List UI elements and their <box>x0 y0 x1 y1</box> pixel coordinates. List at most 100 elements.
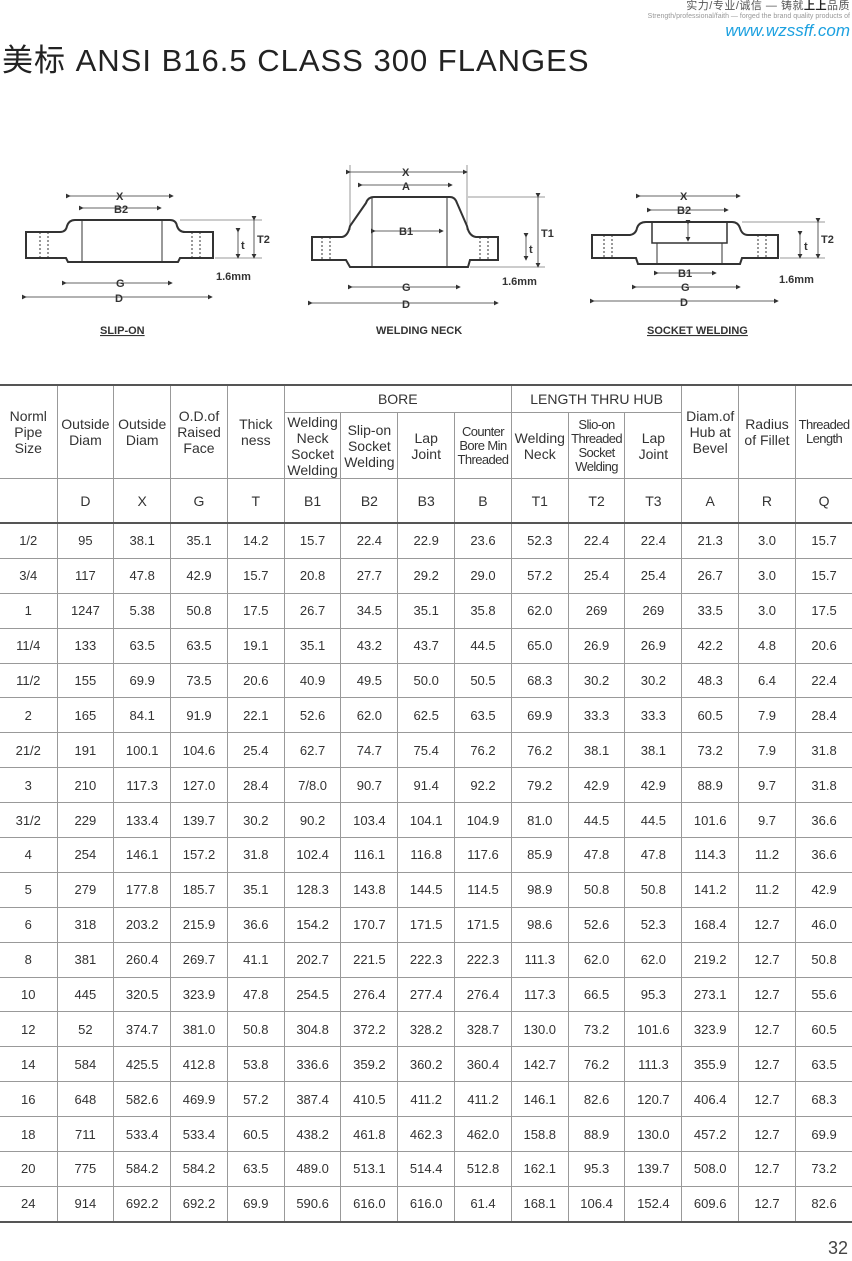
table-cell: 461.8 <box>340 1116 399 1153</box>
table-cell: 30.2 <box>624 662 683 699</box>
table-cell: 584.2 <box>113 1151 172 1187</box>
table-cell: 31.8 <box>794 767 852 804</box>
table-cell: 411.2 <box>397 1081 456 1118</box>
table-cell: 17.5 <box>794 592 852 629</box>
table-cell: 102.4 <box>283 837 342 873</box>
table-cell: 42.9 <box>794 871 852 908</box>
table-cell: 438.2 <box>283 1116 342 1153</box>
table-cell: 144.5 <box>397 871 456 908</box>
table-cell: 374.7 <box>113 1011 172 1048</box>
table-cell: 104.6 <box>170 732 228 769</box>
table-cell: 139.7 <box>624 1151 683 1187</box>
welding-neck-g-label: G <box>402 282 411 294</box>
table-cell: 411.2 <box>454 1081 512 1118</box>
header-raised-face: O.D.of Raised Face <box>170 384 228 479</box>
table-cell: 30.2 <box>226 802 285 839</box>
table-cell: 101.6 <box>681 802 740 839</box>
socket-welding-caption: SOCKET WELDING <box>647 325 748 337</box>
table-cell: 42.9 <box>567 767 626 804</box>
header-group-length: LENGTH THRU HUB <box>510 384 683 413</box>
table-cell: 616.0 <box>397 1185 456 1223</box>
slogan-chinese: 实力/专业/诚信 — 铸就上上品质 <box>686 0 850 12</box>
table-cell: 20.8 <box>283 557 342 594</box>
table-cell: 14.2 <box>226 522 285 559</box>
table-cell: 69.9 <box>113 662 172 699</box>
table-cell: 582.6 <box>113 1081 172 1118</box>
table-cell: 55.6 <box>794 976 852 1013</box>
table-cell: 43.7 <box>397 627 456 664</box>
welding-neck-t-label: t <box>529 244 533 256</box>
table-cell: 130.0 <box>624 1116 683 1153</box>
table-cell: 12.7 <box>738 976 796 1013</box>
table-cell: 21.3 <box>681 522 740 559</box>
table-cell: 42.9 <box>624 767 683 804</box>
table-cell: 25.4 <box>226 732 285 769</box>
table-cell: 35.8 <box>454 592 512 629</box>
table-cell: 95.3 <box>567 1151 626 1187</box>
table-cell: 12.7 <box>738 906 796 943</box>
table-cell: 69.9 <box>226 1185 285 1223</box>
cell-pipe-size: 2 <box>0 697 58 734</box>
table-cell: 133 <box>56 627 115 664</box>
website-link[interactable]: www.wzssff.com <box>725 21 850 40</box>
table-cell: 222.3 <box>454 941 512 978</box>
table-cell: 22.4 <box>340 522 399 559</box>
welding-neck-d-label: D <box>402 299 410 311</box>
cell-pipe-size: 31/2 <box>0 802 58 839</box>
table-cell: 88.9 <box>681 767 740 804</box>
table-cell: 146.1 <box>510 1081 569 1118</box>
table-cell: 117.3 <box>113 767 172 804</box>
table-cell: 28.4 <box>226 767 285 804</box>
table-cell: 22.4 <box>794 662 852 699</box>
table-cell: 63.5 <box>113 627 172 664</box>
cell-pipe-size: 11/2 <box>0 662 58 699</box>
table-cell: 69.9 <box>510 697 569 734</box>
table-cell: 406.4 <box>681 1081 740 1118</box>
table-cell: 33.3 <box>567 697 626 734</box>
table-cell: 31.8 <box>226 837 285 873</box>
table-cell: 590.6 <box>283 1185 342 1223</box>
table-cell: 130.0 <box>510 1011 569 1048</box>
table-row: 12 52 374.7 381.0 50.8 304.8 372.2 328.2 328.7 13… <box>0 1011 852 1048</box>
table-cell: 84.1 <box>113 697 172 734</box>
cell-pipe-size: 16 <box>0 1081 58 1118</box>
table-cell: 133.4 <box>113 802 172 839</box>
table-cell: 11.2 <box>738 871 796 908</box>
table-cell: 692.2 <box>170 1185 228 1223</box>
welding-neck-a-label: A <box>402 181 410 193</box>
socket-welding-diagram <box>590 193 825 304</box>
table-cell: 25.4 <box>567 557 626 594</box>
table-cell: 139.7 <box>170 802 228 839</box>
table-cell: 5.38 <box>113 592 172 629</box>
table-cell: 36.6 <box>226 906 285 943</box>
table-cell: 692.2 <box>113 1185 172 1223</box>
table-cell: 279 <box>56 871 115 908</box>
table-cell: 34.5 <box>340 592 399 629</box>
welding-neck-x-label: X <box>402 167 410 179</box>
table-cell: 47.8 <box>567 837 626 873</box>
table-cell: 25.4 <box>624 557 683 594</box>
header-thickness: Thick ness <box>226 384 285 479</box>
table-cell: 38.1 <box>624 732 683 769</box>
table-cell: 533.4 <box>170 1116 228 1153</box>
table-cell: 15.7 <box>794 557 852 594</box>
table-cell: 42.2 <box>681 627 740 664</box>
table-cell: 42.9 <box>170 557 228 594</box>
header-symbol: T2 <box>567 478 626 524</box>
welding-neck-b1-label: B1 <box>399 226 413 238</box>
table-cell: 12.7 <box>738 1046 796 1083</box>
table-cell: 191 <box>56 732 115 769</box>
table-cell: 328.7 <box>454 1011 512 1048</box>
cell-pipe-size: 1 <box>0 592 58 629</box>
table-cell: 318 <box>56 906 115 943</box>
table-cell: 222.3 <box>397 941 456 978</box>
table-cell: 98.9 <box>510 871 569 908</box>
socket-welding-g-label: G <box>681 282 690 294</box>
table-cell: 254.5 <box>283 976 342 1013</box>
header-b2: Slip-on Socket Welding <box>340 412 399 479</box>
table-cell: 533.4 <box>113 1116 172 1153</box>
table-cell: 74.7 <box>340 732 399 769</box>
table-cell: 584 <box>56 1046 115 1083</box>
table-cell: 44.5 <box>567 802 626 839</box>
table-cell: 254 <box>56 837 115 873</box>
